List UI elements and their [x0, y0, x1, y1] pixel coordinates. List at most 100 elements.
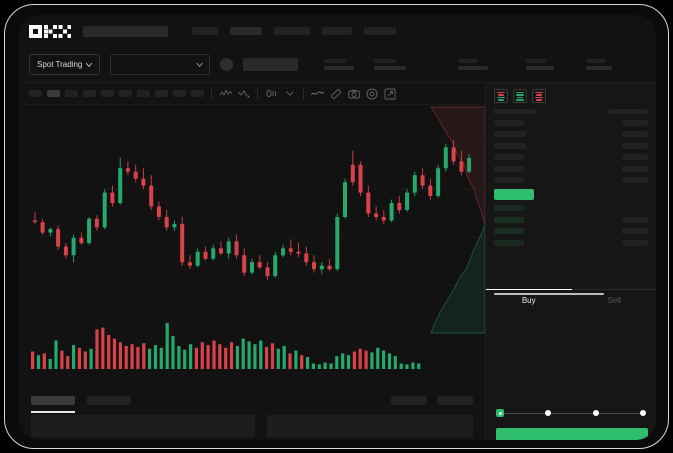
orderbook-view-bids[interactable]	[513, 89, 527, 103]
bottom-tab-1[interactable]	[31, 396, 75, 405]
bottom-panel	[19, 390, 485, 440]
chevron-down-icon	[86, 62, 93, 67]
ticker-stat-4	[526, 59, 555, 70]
compare-icon[interactable]	[237, 87, 250, 100]
nav-item-5[interactable]	[364, 27, 396, 35]
chevron-down-icon	[196, 62, 204, 67]
tab-buy[interactable]: Buy	[486, 289, 572, 311]
tab-sell[interactable]: Sell	[571, 289, 656, 311]
ticker-stat-5	[586, 59, 613, 70]
orderbook-bid-row[interactable]	[494, 239, 648, 246]
ticker-stat-2-label	[374, 59, 397, 63]
orderbook-view-asks[interactable]	[532, 89, 546, 103]
orderbook-bid-row[interactable]	[494, 205, 648, 211]
toolbar-divider	[257, 88, 258, 99]
nav-item-3[interactable]	[274, 27, 310, 35]
ticker-stat-2-value	[374, 66, 407, 70]
indicator-icon[interactable]	[219, 87, 232, 100]
trading-pair-selector[interactable]	[110, 54, 211, 75]
timeframe-button-7[interactable]	[137, 90, 150, 97]
slider-node-1[interactable]	[496, 409, 504, 417]
bottom-action-2[interactable]	[437, 396, 473, 405]
ticker-stat-1	[324, 59, 355, 70]
camera-icon[interactable]	[347, 87, 360, 100]
orderbook-bid-row[interactable]	[494, 216, 648, 223]
timeframe-button-1[interactable]	[29, 90, 42, 97]
timeframe-button-10[interactable]	[191, 90, 204, 97]
orderbook-ask-row[interactable]	[494, 131, 648, 137]
nav-item-2[interactable]	[230, 27, 262, 35]
order-side-tabs: Buy Sell	[486, 289, 656, 311]
ticker-stat-3-label	[458, 59, 479, 63]
bottom-tab-active-underline	[31, 411, 75, 413]
slider-node-2[interactable]	[545, 410, 552, 416]
bottom-panel-actions	[391, 396, 473, 405]
orderbook-ask-row[interactable]	[494, 154, 648, 160]
toolbar-divider	[211, 88, 212, 99]
pair-coin-icon	[220, 58, 234, 71]
timeframe-button-6[interactable]	[119, 90, 132, 97]
market-depth-overlay	[430, 106, 485, 334]
ticker-stat-4-value	[526, 66, 555, 70]
ruler-icon[interactable]	[329, 87, 342, 100]
trading-mode-selector[interactable]: Spot Trading	[29, 54, 101, 75]
orderbook-view-both[interactable]	[494, 89, 508, 103]
submit-buy-order-button[interactable]	[496, 428, 648, 440]
orderbook-bid-row[interactable]	[494, 228, 648, 234]
tab-buy-label: Buy	[521, 296, 536, 305]
bottom-panel-content	[19, 405, 485, 437]
bottom-action-1[interactable]	[391, 396, 427, 405]
orderbook-ask-row[interactable]	[494, 119, 648, 126]
line-chart-icon[interactable]	[311, 87, 324, 100]
nav-item-4[interactable]	[322, 27, 352, 35]
ticker-stat-3-value	[458, 66, 489, 70]
ticker-bar: Spot Trading	[19, 47, 656, 83]
chevron-down-icon[interactable]	[283, 87, 296, 100]
orderbook-ask-row[interactable]	[494, 177, 648, 183]
last-price-value	[243, 58, 299, 71]
okx-logo[interactable]	[29, 24, 71, 38]
orderbook-view-toggles	[486, 83, 656, 103]
orderbook-and-order-panel: Buy Sell	[485, 83, 656, 440]
timeframe-button-3[interactable]	[65, 90, 78, 97]
ticker-stat-5-label	[586, 59, 607, 63]
bottom-pane-left[interactable]	[31, 415, 255, 437]
timeframe-button-8[interactable]	[155, 90, 168, 97]
orderbook-spread-row[interactable]	[494, 188, 648, 200]
ticker-stat-5-value	[586, 66, 613, 70]
bottom-pane-right[interactable]	[266, 415, 473, 437]
timeframe-button-4[interactable]	[83, 90, 96, 97]
ticker-stat-1-value	[324, 66, 355, 70]
toolbar-divider	[303, 88, 304, 99]
template-icon[interactable]	[265, 87, 278, 100]
order-amount-slider[interactable]	[496, 408, 646, 418]
timeframe-button-2[interactable]	[47, 90, 60, 97]
ticker-stat-4-label	[526, 59, 547, 63]
timeframe-button-9[interactable]	[173, 90, 186, 97]
price-chart-area[interactable]	[19, 105, 485, 390]
slider-node-4[interactable]	[639, 410, 646, 416]
ticker-stat-1-label	[324, 59, 347, 63]
app-screen: Spot Trading	[19, 15, 656, 440]
slider-node-3[interactable]	[592, 410, 599, 416]
ticker-stat-2	[374, 59, 407, 70]
orderbook-ask-row[interactable]	[494, 165, 648, 172]
timeframe-button-5[interactable]	[101, 90, 114, 97]
orderbook-ask-row[interactable]	[494, 142, 648, 149]
nav-item-1[interactable]	[192, 27, 218, 35]
settings-icon[interactable]	[365, 87, 378, 100]
bottom-panel-tabs	[19, 390, 485, 413]
fullscreen-icon[interactable]	[383, 87, 396, 100]
bottom-tab-2[interactable]	[87, 396, 131, 405]
okx-logo-icon	[29, 24, 71, 38]
orderbook-rows[interactable]	[486, 103, 656, 295]
trading-mode-label: Spot Trading	[37, 60, 83, 69]
global-search-input[interactable]	[83, 25, 168, 37]
tab-sell-label: Sell	[607, 296, 621, 305]
orderbook-header-row	[494, 109, 648, 114]
tablet-bezel: Spot Trading	[4, 4, 669, 449]
top-navigation-bar	[19, 15, 656, 47]
candlestick-chart[interactable]	[19, 105, 485, 305]
orderbook-scrollbar[interactable]	[494, 293, 604, 295]
